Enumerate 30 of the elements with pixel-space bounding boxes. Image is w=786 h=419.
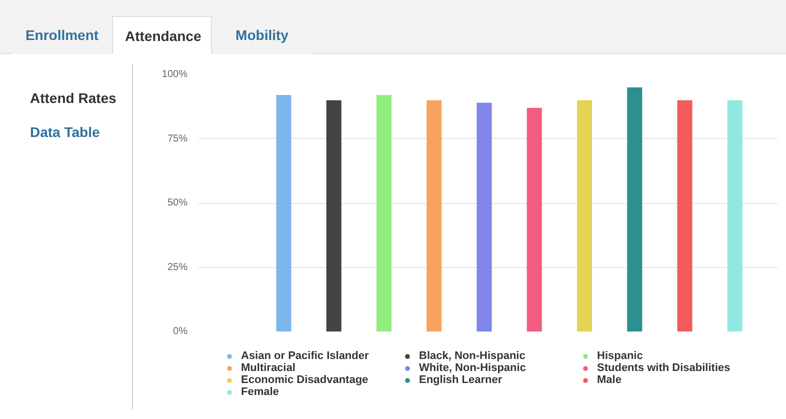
bar	[326, 100, 342, 332]
bar	[376, 95, 392, 332]
legend-label: English Learner	[419, 374, 504, 386]
bar	[526, 108, 542, 332]
bar	[576, 100, 592, 332]
legend-label: Multiracial	[241, 362, 296, 374]
legend-label: Black, Non-Hispanic	[419, 350, 526, 362]
y-tick-label: 25%	[167, 262, 188, 273]
legend-label: Asian or Pacific Islander	[241, 350, 370, 362]
legend-label: White, Non-Hispanic	[419, 362, 527, 374]
text: Attend Rates	[30, 89, 116, 108]
bar	[677, 100, 692, 332]
bar	[276, 95, 292, 332]
y-tick-label: 75%	[167, 133, 188, 144]
bar	[426, 100, 442, 332]
legend-label: Economic Disadvantage	[241, 374, 370, 386]
text: Enrollment	[25, 26, 99, 45]
y-tick-label: 0%	[173, 326, 188, 337]
legend-label: Male	[597, 374, 622, 386]
y-tick-label: 100%	[162, 69, 188, 80]
text: Mobility	[236, 26, 288, 45]
legend-label: Female	[241, 386, 280, 398]
bar	[727, 100, 742, 332]
text: Data Table	[30, 123, 100, 142]
bar	[627, 87, 642, 332]
text: Attendance	[125, 27, 202, 46]
y-tick-label: 50%	[167, 198, 188, 208]
legend-label: Hispanic	[597, 350, 644, 362]
bar	[476, 102, 492, 332]
legend-label: Students with Disabilities	[597, 362, 732, 374]
